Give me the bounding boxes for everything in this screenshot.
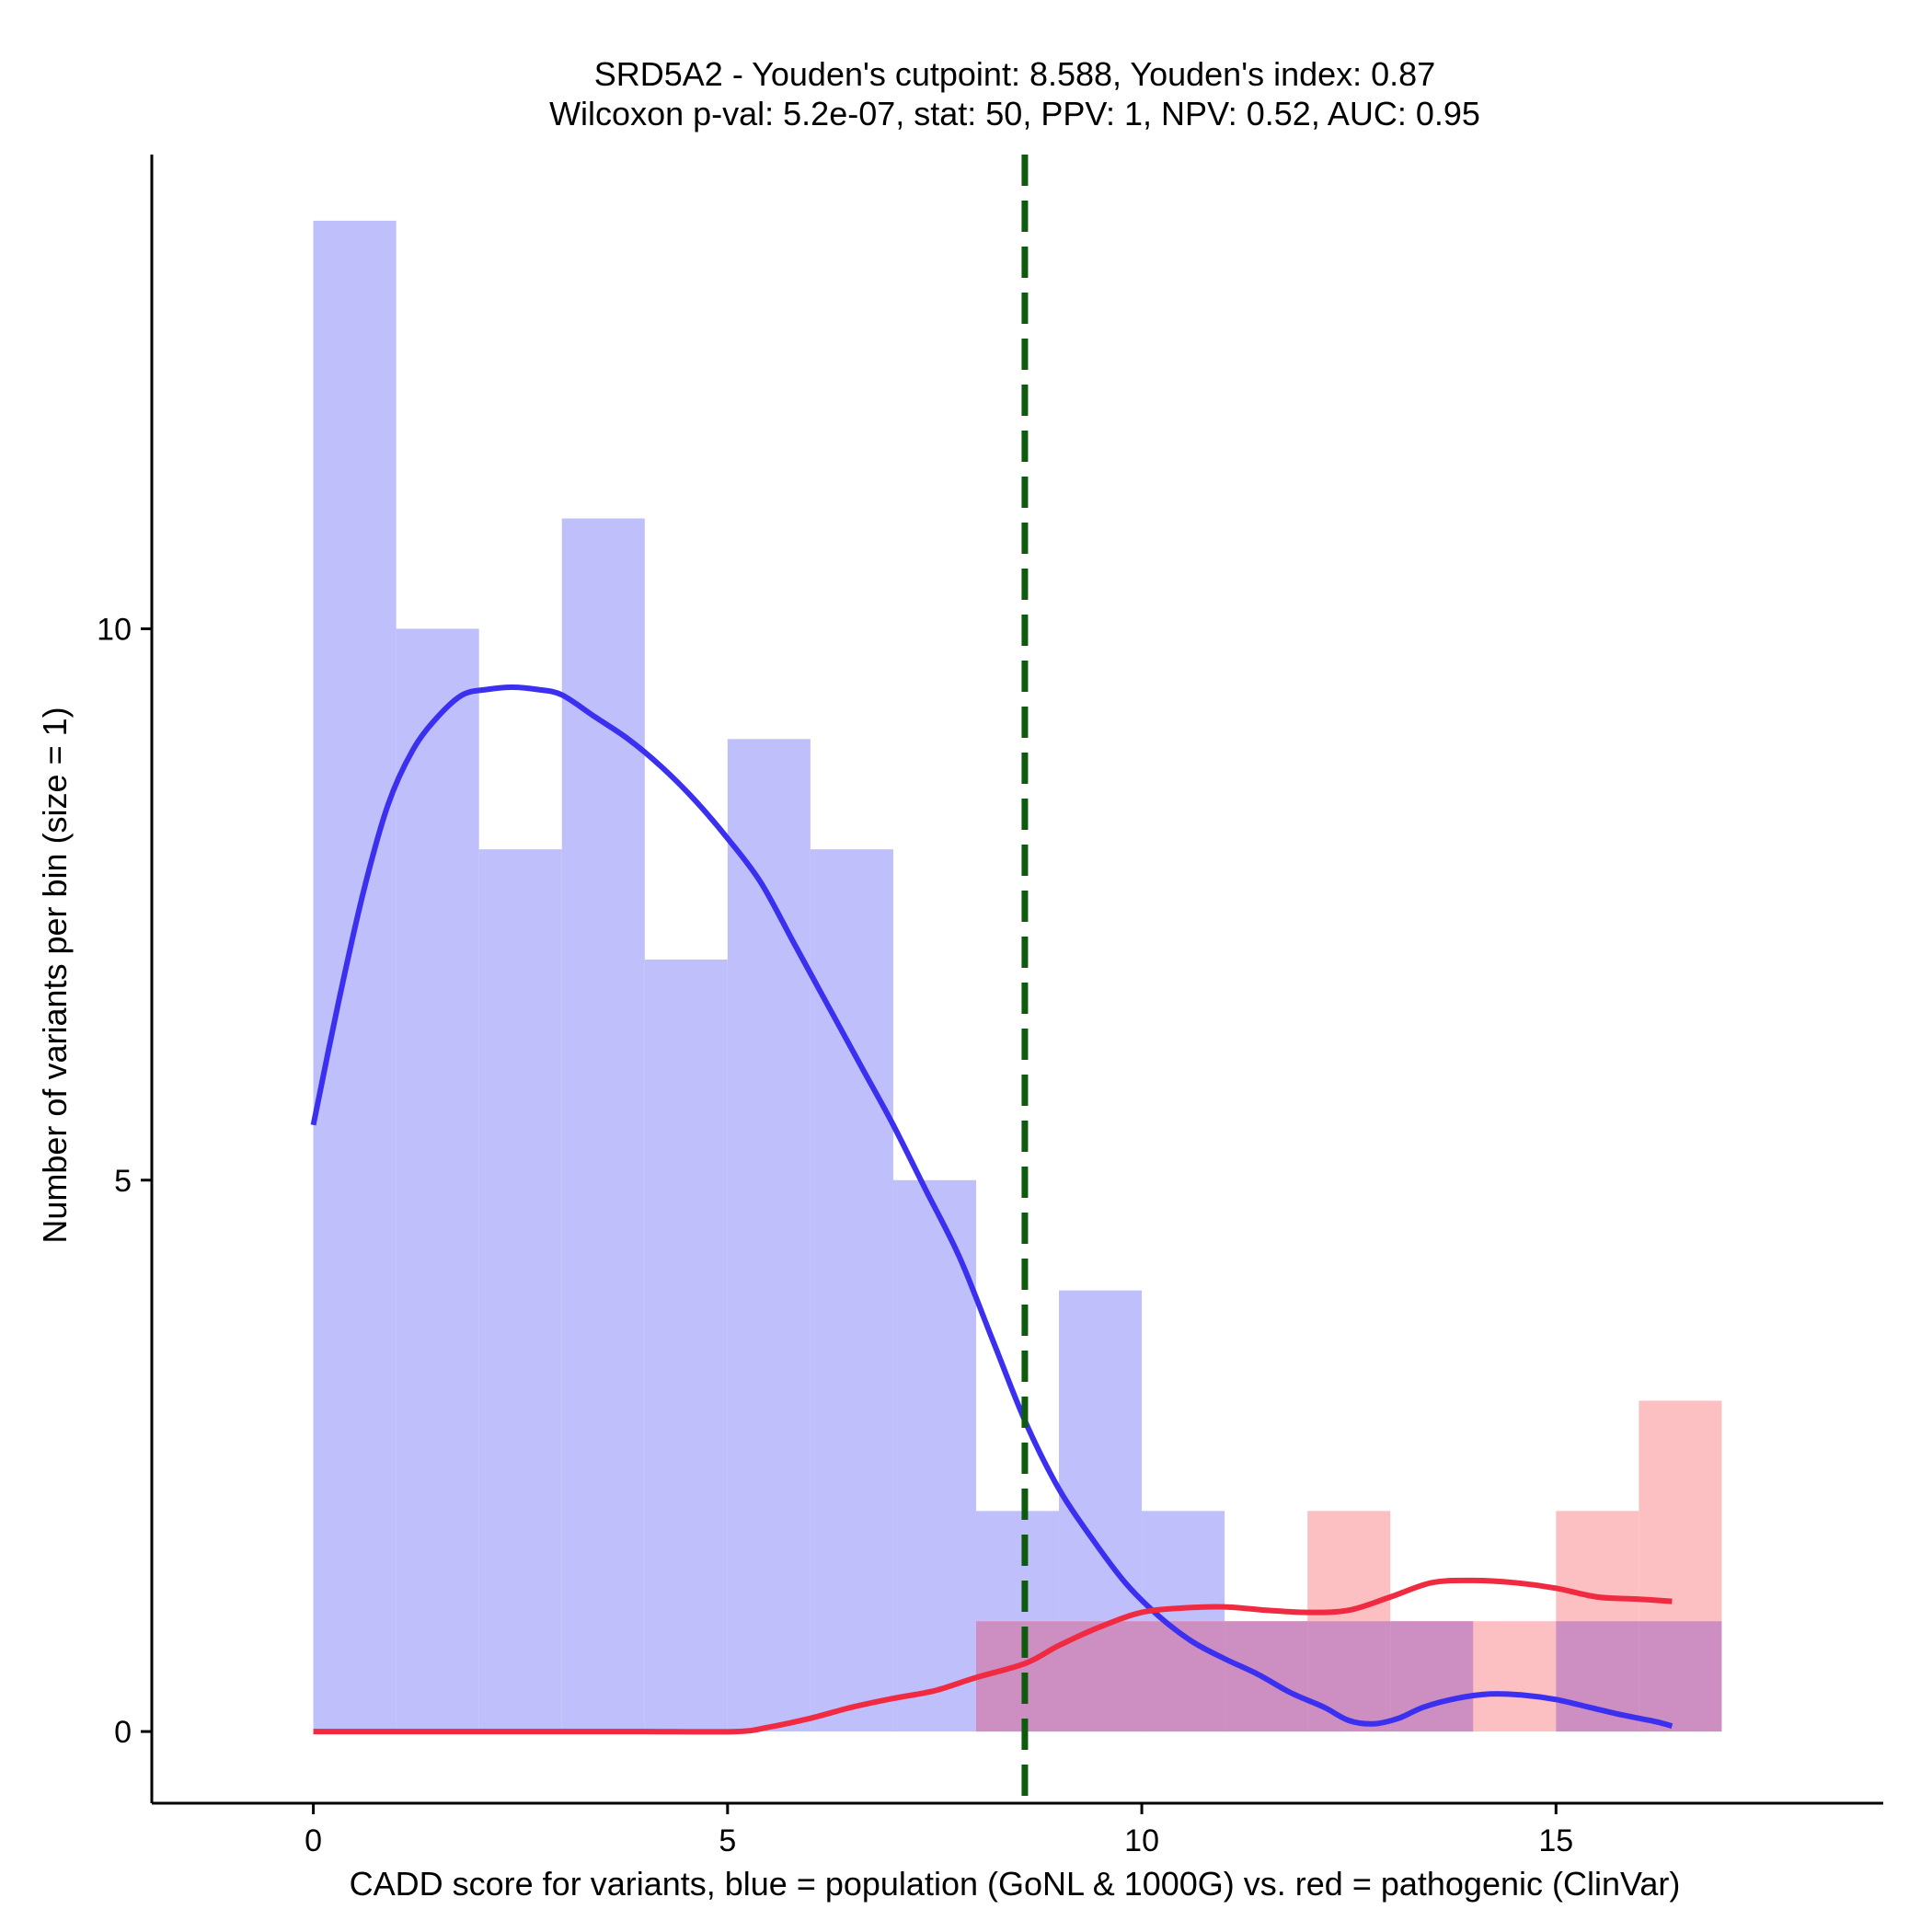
- population-bars: [313, 220, 1722, 1732]
- x-tick-label: 5: [719, 1823, 736, 1858]
- chart-title-line-1: SRD5A2 - Youden's cutpoint: 8.588, Youde…: [594, 55, 1435, 93]
- population-bar: [810, 849, 893, 1732]
- y-tick-label: 10: [97, 612, 132, 647]
- population-density-line: [310, 684, 1673, 1729]
- population-bar: [644, 960, 728, 1732]
- x-axis-label: CADD score for variants, blue = populati…: [350, 1865, 1681, 1903]
- population-bar: [727, 739, 811, 1732]
- x-tick-label: 0: [305, 1823, 322, 1858]
- y-tick-label: 5: [114, 1164, 132, 1199]
- pathogenic-density-line: [313, 1577, 1673, 1735]
- x-tick-label: 10: [1124, 1823, 1159, 1858]
- population-bar: [478, 849, 562, 1732]
- overlap-bar: [1142, 1621, 1225, 1732]
- x-tick-label: 15: [1538, 1823, 1573, 1858]
- density-lines: [310, 684, 1673, 1735]
- population-bar: [892, 1179, 976, 1732]
- y-axis-label: Number of variants per bin (size = 1): [36, 707, 74, 1243]
- pathogenic-bar: [1473, 1621, 1557, 1732]
- overlap-bar: [1639, 1621, 1722, 1732]
- y-tick-label: 0: [114, 1715, 132, 1750]
- x-axis-ticks: 0 5 10 15: [305, 1803, 1573, 1858]
- population-bar: [396, 628, 479, 1732]
- population-bar: [313, 220, 397, 1732]
- chart-title-line-2: Wilcoxon p-val: 5.2e-07, stat: 50, PPV: …: [549, 95, 1480, 132]
- overlap-bar: [1307, 1621, 1391, 1732]
- y-axis-ticks: 0 5 10: [97, 612, 152, 1750]
